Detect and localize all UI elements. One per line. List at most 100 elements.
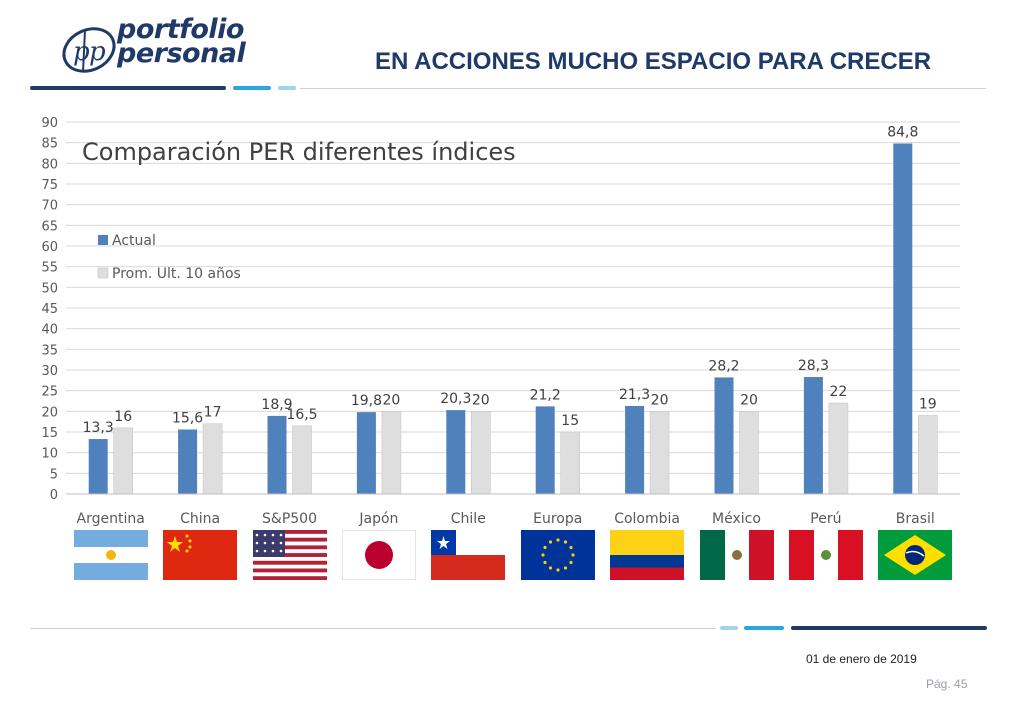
bar-prom [470, 411, 491, 495]
y-tick-label: 60 [41, 240, 58, 255]
data-label-actual: 84,8 [887, 124, 918, 140]
data-label-prom: 20 [651, 392, 669, 408]
data-label-prom: 16 [114, 409, 132, 425]
x-tick-label: México [712, 511, 761, 527]
data-label-prom: 20 [382, 392, 400, 408]
data-label-actual: 20,3 [440, 391, 471, 407]
svg-text:p: p [89, 37, 106, 67]
x-tick-label: Colombia [614, 511, 680, 527]
legend-label-actual: Actual [112, 233, 156, 249]
bar-prom [917, 415, 938, 495]
data-label-actual: 28,3 [798, 358, 829, 374]
usa-flag [252, 530, 327, 585]
y-tick-label: 20 [41, 405, 58, 420]
logo-mark-icon: p p [62, 27, 116, 73]
chart-title: Comparación PER diferentes índices [82, 138, 516, 166]
svg-text:p: p [73, 37, 90, 67]
bar-actual [625, 405, 645, 494]
logo-text: portfolio personal [117, 14, 246, 67]
y-tick-label: 55 [41, 261, 58, 276]
y-tick-label: 10 [41, 447, 58, 462]
page-title: EN ACCIONES MUCHO ESPACIO PARA CRECER [375, 48, 932, 75]
x-tick-label: Chile [451, 511, 486, 527]
bar-prom [113, 427, 133, 495]
bar-prom [828, 402, 849, 495]
y-tick-label: 75 [41, 178, 58, 193]
company-logo: p p [55, 16, 235, 80]
colombia-flag [610, 530, 685, 585]
bar-prom [649, 411, 670, 495]
bar-prom [739, 411, 759, 495]
legend-swatch-actual [98, 235, 108, 245]
page-number: Pág. 45 [926, 677, 968, 691]
data-label-prom: 20 [740, 392, 758, 408]
bar-prom [560, 431, 581, 495]
bar-actual [446, 410, 466, 494]
x-tick-label: Argentina [77, 511, 145, 527]
y-tick-label: 0 [50, 488, 58, 503]
bar-actual [178, 429, 198, 494]
eu-flag [520, 530, 595, 585]
bar-actual [893, 143, 913, 494]
bar-actual [267, 415, 287, 494]
data-label-actual: 21,2 [530, 387, 561, 403]
brazil-flag [878, 530, 953, 585]
footer-rule-line [30, 628, 716, 629]
data-label-prom: 19 [919, 396, 937, 412]
bar-actual [714, 377, 734, 494]
header-rule-line [300, 88, 986, 89]
x-tick-label: China [180, 511, 220, 527]
x-axis: Argentina China S&P500 Japón Chile Europa Colo… [66, 493, 960, 527]
legend-swatch-prom [97, 267, 109, 279]
per-comparison-chart: 0 5 10 15 20 25 30 35 40 45 50 55 60 65 70 75 80 85 90 13,… [41, 116, 960, 527]
japan-flag [341, 529, 417, 585]
china-flag [163, 530, 238, 585]
legend-label-prom: Prom. Ult. 10 años [112, 266, 241, 282]
bar-actual [88, 439, 108, 494]
data-label-actual: 21,3 [619, 387, 650, 403]
header-rule-dark [30, 86, 226, 90]
y-tick-label: 90 [41, 116, 58, 131]
report-date: 01 de enero de 2019 [806, 652, 917, 666]
y-tick-label: 35 [41, 343, 58, 358]
y-tick-label: 40 [41, 323, 58, 338]
footer-rule-light [744, 626, 784, 630]
data-label-actual: 15,6 [172, 411, 203, 427]
y-tick-label: 85 [41, 137, 58, 152]
header-rule-light [233, 86, 271, 90]
data-label-prom: 17 [204, 405, 222, 421]
x-tick-label: Perú [810, 511, 841, 527]
data-label-actual: 18,9 [261, 397, 292, 413]
data-label-actual: 19,8 [351, 393, 382, 409]
peru-flag [788, 530, 863, 585]
y-tick-label: 50 [41, 281, 58, 296]
y-tick-label: 5 [50, 467, 58, 482]
x-tick-label: S&P500 [262, 511, 317, 527]
footer-rule-pale [720, 626, 738, 630]
data-label-prom: 16,5 [286, 407, 317, 423]
x-tick-label: Japón [358, 511, 398, 527]
bar-prom [202, 423, 223, 495]
data-label-prom: 20 [472, 392, 490, 408]
y-tick-label: 15 [41, 426, 58, 441]
bar-prom [381, 411, 402, 495]
data-label-actual: 28,2 [708, 358, 739, 374]
chart-legend: Actual Prom. Ult. 10 años [97, 233, 241, 282]
bar-actual [535, 406, 555, 494]
y-tick-label: 25 [41, 385, 58, 400]
bar-actual [803, 377, 823, 494]
chile-flag [431, 530, 506, 585]
mexico-flag [699, 530, 774, 585]
y-tick-label: 80 [41, 157, 58, 172]
argentina-flag [73, 530, 148, 585]
y-tick-label: 30 [41, 364, 58, 379]
x-tick-label: Europa [533, 511, 582, 527]
y-tick-label: 70 [41, 199, 58, 214]
logo-line-1: portfolio [117, 14, 244, 45]
bar-actual [356, 412, 376, 494]
y-axis: 0 5 10 15 20 25 30 35 40 45 50 55 60 65 70 75 80 85 90 [41, 116, 58, 503]
y-tick-label: 45 [41, 302, 58, 317]
chart-grid [66, 121, 960, 495]
y-tick-label: 65 [41, 219, 58, 234]
bar-prom [292, 425, 312, 495]
